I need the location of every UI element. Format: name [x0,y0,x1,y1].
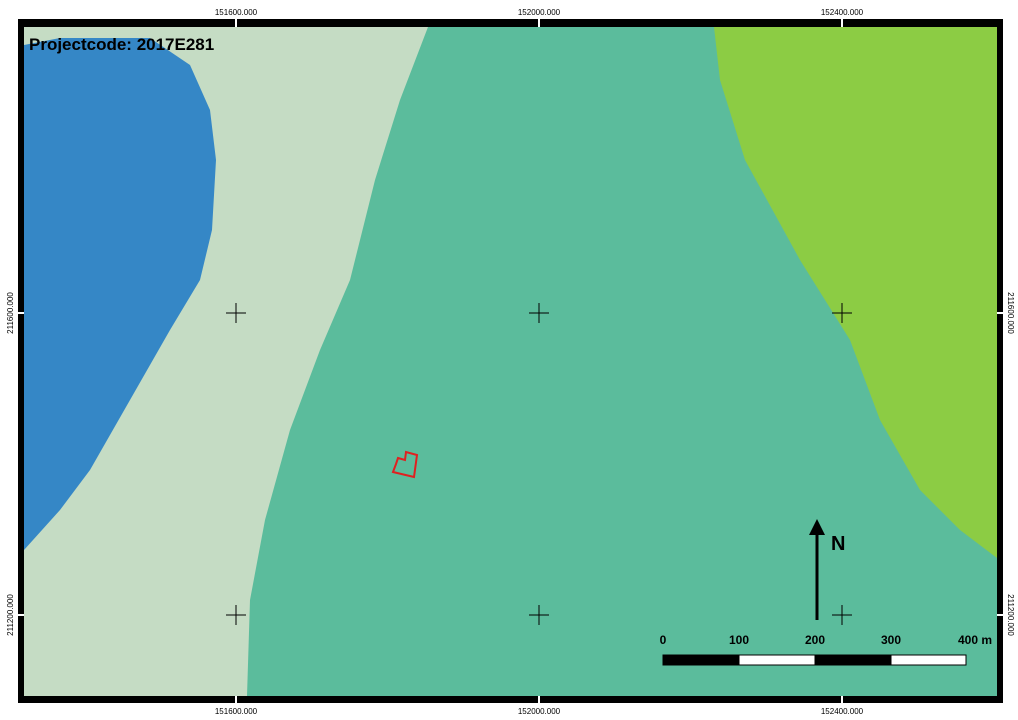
scale-label: 400 m [958,633,992,647]
y-label: 211200.000 [6,594,15,636]
north-arrowhead [809,519,825,535]
y-label: 211600.000 [6,292,15,334]
x-label: 151600.000 [215,8,258,17]
scale-label: 300 [881,633,901,647]
y-label: 211200.000 [1006,594,1015,636]
blue-zone [24,38,216,550]
lime-zone [714,27,997,558]
x-label: 152000.000 [518,707,561,716]
y-label: 211600.000 [1006,292,1015,334]
x-label: 152400.000 [821,8,864,17]
project-site [391,450,419,479]
north-label: N [831,533,845,555]
x-label: 152400.000 [821,707,864,716]
frame-ticks [18,19,1003,703]
x-label: 151600.000 [215,707,258,716]
scale-label: 200 [805,633,825,647]
scale-label: 100 [729,633,749,647]
grid-crosses [226,303,852,625]
scale-label: 0 [660,633,667,647]
title: Projectcode: 2017E281 [29,35,214,54]
x-label: 152000.000 [518,8,561,17]
scale-bar [662,654,967,666]
